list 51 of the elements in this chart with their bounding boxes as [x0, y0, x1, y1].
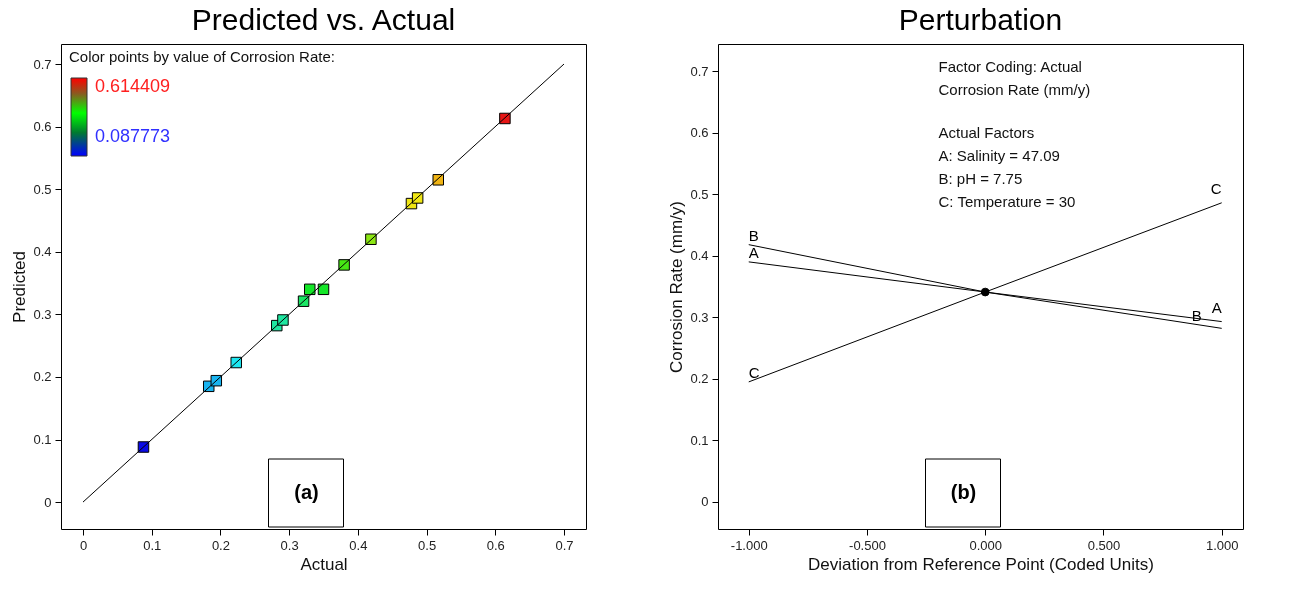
y-tick-label: 0	[701, 494, 709, 510]
y-tick-label: 0.3	[33, 306, 52, 322]
x-tick-label: 0.000	[969, 537, 1002, 553]
y-axis-title: Corrosion Rate (mm/y)	[667, 201, 687, 373]
annotation: Corrosion Rate (mm/y)	[938, 81, 1091, 98]
y-tick-label: 0.2	[690, 371, 709, 387]
y-tick-label: 0.5	[33, 181, 52, 197]
text: C	[1210, 179, 1222, 197]
chart-title: Perturbation	[898, 3, 1063, 36]
x-axis-title: Deviation from Reference Point (Coded Units)	[808, 554, 1154, 574]
annotation: Factor Coding: Actual	[938, 58, 1082, 75]
y-tick-label: 0.5	[690, 186, 709, 202]
x-tick-label: 0.500	[1087, 537, 1121, 553]
x-tick-label: 0.2	[211, 537, 230, 553]
y-axis-title: Predicted	[10, 251, 30, 323]
annotation: 0.614409	[95, 76, 171, 96]
x-tick-label: -0.500	[849, 537, 886, 553]
annotation: (b)	[950, 481, 977, 503]
annotation: 0.087773	[95, 126, 171, 146]
y-tick-label: 0.2	[33, 369, 52, 385]
annotation: Color points by value of Corrosion Rate:	[69, 48, 335, 65]
y-tick-label: 0.7	[690, 63, 709, 79]
text: B	[748, 226, 759, 244]
y-tick-label: 0	[44, 494, 52, 510]
series-label: C	[748, 363, 760, 381]
x-tick-label: 0.4	[349, 537, 368, 553]
y-tick-label: 0.1	[33, 432, 52, 448]
x-tick-label: 0.5	[418, 537, 437, 553]
x-tick-label: 0.1	[143, 537, 162, 553]
series-label: A	[748, 243, 759, 261]
chart-title: Predicted vs. Actual	[191, 3, 456, 36]
x-tick-label: 0.6	[486, 537, 505, 553]
annotation: A: Salinity = 47.09	[938, 147, 1060, 164]
x-tick-label: 0.3	[280, 537, 299, 553]
text: A	[1211, 298, 1222, 316]
y-tick-label: 0.4	[33, 244, 52, 260]
annotation: C: Temperature = 30	[938, 193, 1076, 210]
x-axis-title: Actual	[300, 554, 348, 574]
annotation: B: pH = 7.75	[938, 170, 1023, 187]
x-tick-label: 0.7	[555, 537, 574, 553]
x-tick-label: 1.000	[1205, 537, 1239, 553]
x-tick-label: -1.000	[730, 537, 768, 553]
x-tick-label: 0	[79, 537, 88, 553]
y-tick-label: 0.7	[33, 56, 52, 72]
y-tick-label: 0.1	[690, 432, 709, 448]
y-tick-label: 0.6	[33, 119, 52, 135]
y-tick-label: 0.3	[690, 309, 709, 325]
annotation: (a)	[294, 481, 319, 503]
annotation: Actual Factors	[938, 124, 1035, 141]
y-tick-label: 0.4	[690, 248, 709, 264]
y-tick-label: 0.6	[690, 125, 709, 141]
